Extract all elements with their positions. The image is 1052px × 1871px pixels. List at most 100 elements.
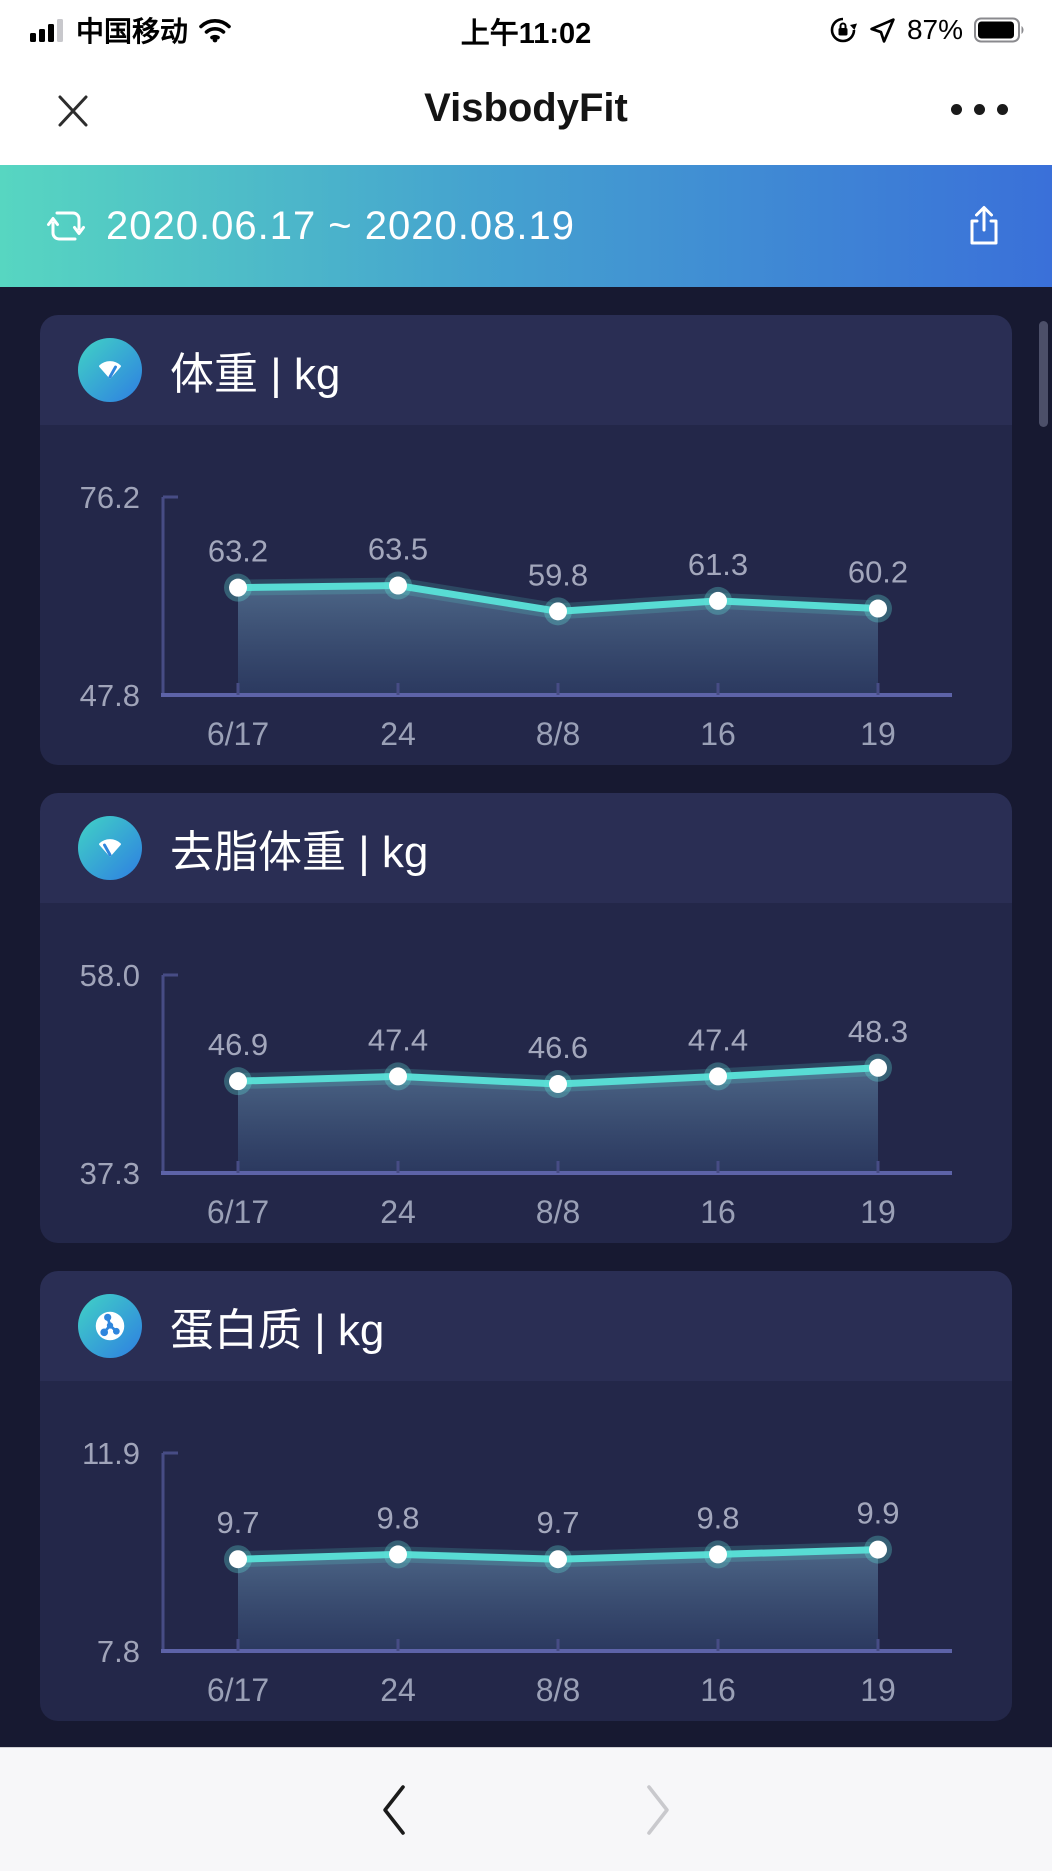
battery-icon — [974, 17, 1024, 43]
x-axis-label: 24 — [380, 1672, 416, 1708]
point-value-label: 9.8 — [376, 1500, 419, 1535]
x-axis-label: 19 — [860, 1672, 896, 1708]
x-axis-label: 16 — [700, 1194, 736, 1230]
x-axis-label: 6/17 — [207, 1194, 269, 1230]
chart-area: 46.9 47.4 46.6 47.4 48.3 58.0 37.3 6/17 24 8/8 16 1… — [40, 903, 1012, 1243]
y-axis-min-label: 7.8 — [97, 1634, 140, 1669]
point-value-label: 46.9 — [208, 1027, 268, 1062]
chart-point — [869, 1540, 887, 1559]
x-axis-label: 19 — [860, 716, 896, 752]
point-value-label: 9.7 — [536, 1505, 579, 1540]
clock: 上午11:02 — [460, 18, 592, 50]
scrollbar-thumb[interactable] — [1039, 321, 1048, 427]
chart-point — [869, 599, 887, 618]
switch-date-icon[interactable] — [44, 204, 88, 248]
chart-point — [389, 576, 407, 595]
chart-point — [229, 1550, 247, 1569]
chart-point — [229, 578, 247, 597]
pager-footer — [0, 1747, 1052, 1871]
x-axis-label: 24 — [380, 716, 416, 752]
chart-card-weight: 体重 | kg 63.2 63.5 59.8 61.3 60.2 76.2 47.8 6/17… — [40, 315, 1012, 765]
carrier-label: 中国移动 — [76, 16, 189, 47]
weight-line-chart: 63.2 63.5 59.8 61.3 60.2 76.2 47.8 6/17 24 8/8 16 1… — [80, 480, 952, 752]
chart-card-protein: 蛋白质 | kg 9.7 9.8 9.7 9.8 9.9 11.9 7.8 6/17 24 8/8… — [40, 1271, 1012, 1721]
rotation-lock-icon — [830, 17, 857, 43]
point-value-label: 61.3 — [688, 547, 748, 582]
chart-card-lean-body-mass: 去脂体重 | kg 46.9 47.4 46.6 47.4 48.3 58.0 37.3 6/… — [40, 793, 1012, 1243]
card-header: 去脂体重 | kg — [40, 793, 1012, 903]
x-axis-label: 8/8 — [536, 716, 580, 752]
scale-icon — [99, 361, 121, 379]
point-value-label: 47.4 — [688, 1022, 748, 1057]
x-axis-label: 16 — [700, 716, 736, 752]
x-axis-label: 16 — [700, 1672, 736, 1708]
page-title: VisbodyFit — [424, 86, 628, 130]
status-bar-left: 中国移动 — [30, 10, 232, 50]
x-axis-label: 8/8 — [536, 1194, 580, 1230]
point-value-label: 63.5 — [368, 532, 428, 567]
molecule-icon — [95, 1311, 125, 1341]
share-button[interactable] — [960, 202, 1008, 250]
chart-point — [549, 1075, 567, 1094]
status-bar-right: 87% — [828, 14, 1026, 46]
chart-point — [709, 1067, 727, 1086]
chart-point — [389, 1545, 407, 1564]
chart-point — [389, 1067, 407, 1086]
chevron-left-icon — [383, 1784, 405, 1835]
signal-bars-icon — [30, 19, 63, 42]
y-axis-min-label: 37.3 — [80, 1156, 140, 1191]
card-title: 去脂体重 | kg — [170, 828, 429, 877]
nav-bar: VisbodyFit — [0, 52, 1052, 165]
point-value-label: 46.6 — [528, 1030, 588, 1065]
point-value-label: 59.8 — [528, 557, 588, 592]
chart-point — [709, 591, 727, 610]
metric-badge — [78, 1294, 142, 1358]
card-header: 体重 | kg — [40, 315, 1012, 425]
close-icon[interactable] — [54, 92, 92, 130]
point-value-label: 9.9 — [856, 1496, 899, 1531]
y-axis-max-label: 58.0 — [80, 958, 140, 993]
previous-page-button[interactable] — [372, 1777, 416, 1843]
more-menu-button[interactable] — [951, 104, 1008, 115]
x-axis-label: 8/8 — [536, 1672, 580, 1708]
card-title: 体重 | kg — [170, 350, 341, 399]
point-value-label: 48.3 — [848, 1014, 908, 1049]
lean-body-mass-line-chart: 46.9 47.4 46.6 47.4 48.3 58.0 37.3 6/17 24 8/8 16 1… — [80, 958, 952, 1230]
chart-area-fill — [238, 1067, 878, 1171]
metric-badge — [78, 816, 142, 880]
chart-point — [869, 1058, 887, 1077]
point-value-label: 47.4 — [368, 1022, 428, 1057]
report-body: 体重 | kg 63.2 63.5 59.8 61.3 60.2 76.2 47.8 6/17… — [0, 287, 1052, 1747]
battery-percent-label: 87% — [906, 14, 963, 45]
date-range-label[interactable]: 2020.06.17 ~ 2020.08.19 — [106, 203, 575, 248]
next-page-button[interactable] — [636, 1777, 680, 1843]
chart-point — [229, 1072, 247, 1091]
chart-area: 9.7 9.8 9.7 9.8 9.9 11.9 7.8 6/17 24 8/8 16 19 — [40, 1381, 1012, 1721]
card-header: 蛋白质 | kg — [40, 1271, 1012, 1381]
x-axis-label: 6/17 — [207, 716, 269, 752]
metric-badge — [78, 338, 142, 402]
location-arrow-icon — [870, 17, 895, 43]
y-axis-max-label: 76.2 — [80, 480, 140, 515]
y-axis-max-label: 11.9 — [82, 1436, 140, 1471]
point-value-label: 9.7 — [216, 1505, 259, 1540]
point-value-label: 60.2 — [848, 555, 908, 590]
chart-area: 63.2 63.5 59.8 61.3 60.2 76.2 47.8 6/17 24 8/8 16 1… — [40, 425, 1012, 765]
chart-point — [709, 1545, 727, 1564]
card-title: 蛋白质 | kg — [170, 1306, 385, 1355]
y-axis-min-label: 47.8 — [80, 678, 140, 713]
scale-icon — [99, 839, 121, 857]
x-axis-label: 24 — [380, 1194, 416, 1230]
chart-area-fill — [238, 585, 878, 693]
status-bar: 中国移动 上午11:02 87% — [0, 0, 1052, 52]
chart-point — [549, 602, 567, 621]
x-axis-label: 6/17 — [207, 1672, 269, 1708]
point-value-label: 9.8 — [696, 1500, 739, 1535]
wifi-icon — [199, 19, 231, 43]
x-axis-label: 19 — [860, 1194, 896, 1230]
chart-area-fill — [238, 1549, 878, 1649]
ellipsis-icon — [951, 104, 962, 115]
date-range-banner: 2020.06.17 ~ 2020.08.19 — [0, 165, 1052, 287]
share-export-icon — [970, 206, 998, 245]
protein-line-chart: 9.7 9.8 9.7 9.8 9.9 11.9 7.8 6/17 24 8/8 16 19 — [82, 1436, 952, 1708]
